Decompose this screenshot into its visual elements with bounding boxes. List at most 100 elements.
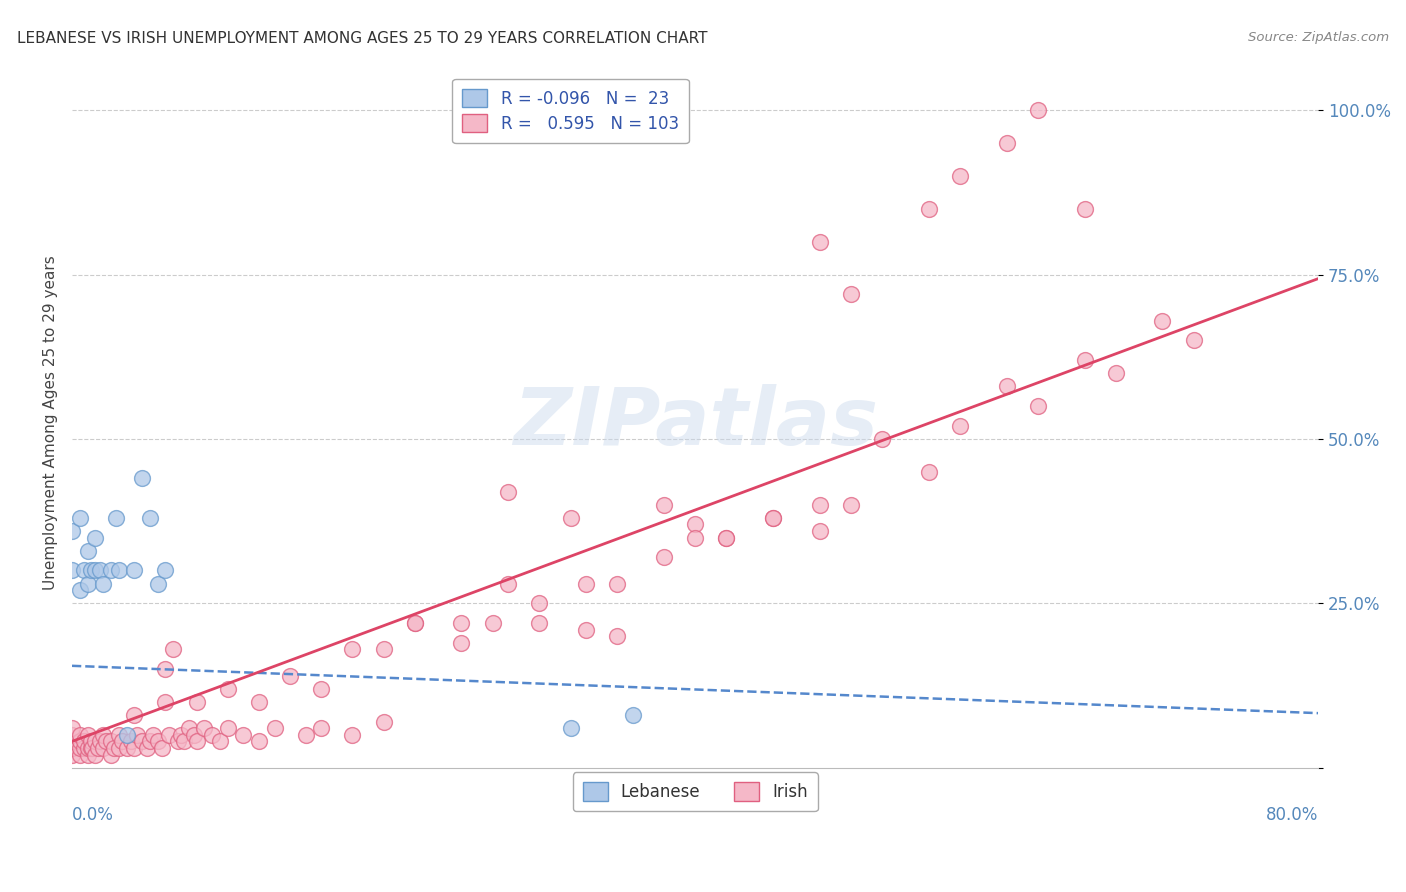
Point bbox=[91, 576, 114, 591]
Point bbox=[177, 721, 200, 735]
Point bbox=[84, 564, 107, 578]
Point bbox=[146, 576, 169, 591]
Point bbox=[309, 721, 332, 735]
Point bbox=[247, 695, 270, 709]
Point bbox=[139, 511, 162, 525]
Point bbox=[995, 379, 1018, 393]
Point bbox=[263, 721, 285, 735]
Point bbox=[91, 728, 114, 742]
Point bbox=[76, 741, 98, 756]
Point bbox=[529, 616, 551, 631]
Point bbox=[69, 511, 91, 525]
Point bbox=[949, 418, 972, 433]
Point bbox=[716, 531, 738, 545]
Legend: Lebanese, Irish: Lebanese, Irish bbox=[572, 772, 818, 811]
Point bbox=[575, 576, 598, 591]
Point bbox=[84, 531, 107, 545]
Point bbox=[217, 721, 239, 735]
Point bbox=[135, 741, 157, 756]
Point bbox=[949, 169, 972, 183]
Point bbox=[575, 623, 598, 637]
Point bbox=[404, 616, 426, 631]
Point bbox=[762, 511, 785, 525]
Point bbox=[278, 668, 301, 682]
Point bbox=[127, 728, 149, 742]
Point bbox=[606, 629, 628, 643]
Point bbox=[115, 741, 138, 756]
Point bbox=[155, 662, 177, 676]
Point bbox=[100, 564, 122, 578]
Point bbox=[76, 728, 98, 742]
Point bbox=[69, 747, 91, 762]
Point bbox=[208, 734, 231, 748]
Point bbox=[103, 741, 125, 756]
Point bbox=[373, 714, 395, 729]
Point bbox=[89, 734, 111, 748]
Point bbox=[918, 465, 941, 479]
Text: 80.0%: 80.0% bbox=[1265, 805, 1319, 823]
Point bbox=[560, 721, 582, 735]
Point bbox=[157, 728, 180, 742]
Point bbox=[404, 616, 426, 631]
Point bbox=[139, 734, 162, 748]
Point bbox=[155, 695, 177, 709]
Point bbox=[481, 616, 503, 631]
Point bbox=[170, 728, 193, 742]
Point bbox=[186, 695, 208, 709]
Point bbox=[1026, 399, 1049, 413]
Point bbox=[918, 202, 941, 216]
Point bbox=[124, 708, 146, 723]
Point bbox=[201, 728, 224, 742]
Point bbox=[1026, 103, 1049, 118]
Point bbox=[107, 728, 129, 742]
Point bbox=[529, 596, 551, 610]
Point bbox=[1152, 314, 1174, 328]
Point bbox=[183, 728, 205, 742]
Point bbox=[124, 741, 146, 756]
Point bbox=[80, 741, 103, 756]
Y-axis label: Unemployment Among Ages 25 to 29 years: Unemployment Among Ages 25 to 29 years bbox=[44, 255, 58, 590]
Point bbox=[342, 642, 364, 657]
Text: LEBANESE VS IRISH UNEMPLOYMENT AMONG AGES 25 TO 29 YEARS CORRELATION CHART: LEBANESE VS IRISH UNEMPLOYMENT AMONG AGE… bbox=[17, 31, 707, 46]
Point bbox=[60, 741, 83, 756]
Point bbox=[683, 531, 706, 545]
Point bbox=[1105, 366, 1128, 380]
Point bbox=[995, 136, 1018, 151]
Point bbox=[716, 531, 738, 545]
Point bbox=[84, 734, 107, 748]
Point bbox=[100, 747, 122, 762]
Point bbox=[1073, 353, 1095, 368]
Point bbox=[450, 616, 472, 631]
Point bbox=[808, 498, 831, 512]
Point bbox=[808, 235, 831, 249]
Point bbox=[162, 642, 184, 657]
Point bbox=[450, 636, 472, 650]
Text: 0.0%: 0.0% bbox=[72, 805, 114, 823]
Point bbox=[60, 734, 83, 748]
Point bbox=[69, 583, 91, 598]
Point bbox=[496, 484, 519, 499]
Point bbox=[496, 576, 519, 591]
Point bbox=[89, 564, 111, 578]
Point bbox=[124, 564, 146, 578]
Point bbox=[80, 734, 103, 748]
Point bbox=[60, 564, 83, 578]
Point bbox=[69, 734, 91, 748]
Point bbox=[73, 734, 96, 748]
Point bbox=[76, 576, 98, 591]
Point bbox=[107, 741, 129, 756]
Point bbox=[808, 524, 831, 538]
Point bbox=[131, 734, 153, 748]
Point bbox=[652, 550, 675, 565]
Point bbox=[155, 564, 177, 578]
Point bbox=[1182, 334, 1205, 348]
Point bbox=[560, 511, 582, 525]
Point bbox=[73, 741, 96, 756]
Point bbox=[115, 728, 138, 742]
Point bbox=[186, 734, 208, 748]
Point bbox=[96, 734, 118, 748]
Point bbox=[82, 741, 104, 756]
Point bbox=[60, 721, 83, 735]
Point bbox=[76, 543, 98, 558]
Point bbox=[69, 728, 91, 742]
